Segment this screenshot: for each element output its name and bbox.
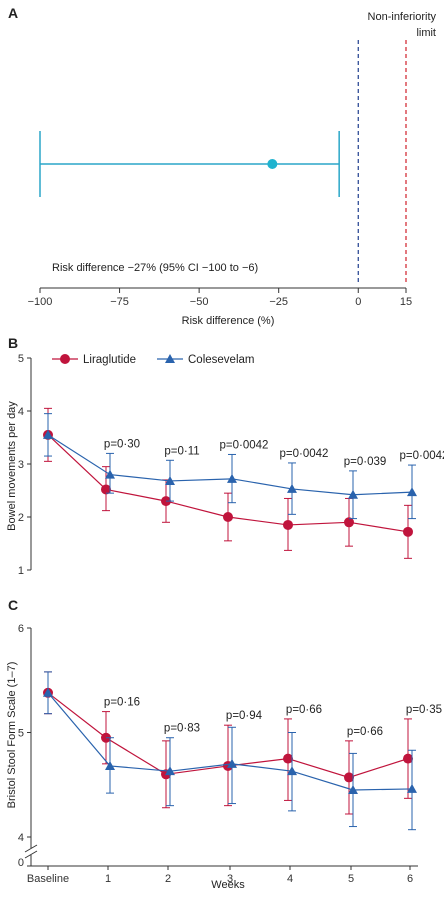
p-value-label: p=0·66 <box>286 704 322 716</box>
p-value-label: p=0·0042 <box>400 450 444 462</box>
p-value-label: p=0·30 <box>104 438 140 450</box>
axis-break-slash <box>24 850 38 859</box>
panel-a-x-ticks: −100 −75 −50 −25 0 15 <box>28 288 412 308</box>
panel-b-legend: Liraglutide Colesevelam <box>52 354 254 366</box>
data-point-colesevelam <box>407 783 417 793</box>
p-value-label: p=0·35 <box>406 704 442 716</box>
x-tick-label: −75 <box>110 296 129 308</box>
panel-c-p-values: p=0·16 p=0·83 p=0·94 p=0·66 p=0·66 p=0·35 <box>104 697 442 738</box>
risk-difference-point <box>267 159 278 169</box>
data-point-colesevelam <box>227 473 237 483</box>
data-point-colesevelam <box>105 469 115 479</box>
data-point-colesevelam <box>287 483 297 493</box>
p-value-label: p=0·66 <box>347 726 383 738</box>
x-tick-label: 0 <box>355 296 361 308</box>
x-tick-label: 2 <box>165 873 171 885</box>
p-value-label: p=0·039 <box>344 456 387 468</box>
data-point-colesevelam <box>227 758 237 768</box>
y-tick-label: 6 <box>18 623 24 635</box>
panel-c-y-ticks: 4 5 6 <box>18 623 31 844</box>
panel-b: B 1 2 3 4 5 Bowel movements per day Liraglut… <box>6 335 444 577</box>
p-value-label: p=0·94 <box>226 710 263 722</box>
panel-a-x-label: Risk difference (%) <box>182 315 275 327</box>
data-point-liraglutide <box>344 772 354 783</box>
panel-b-letter: B <box>8 335 18 351</box>
panel-c-x-label: Weeks <box>211 879 245 891</box>
data-point-colesevelam <box>43 429 53 439</box>
noninferiority-limit-label-line2: limit <box>416 27 436 39</box>
panel-b-y-ticks: 1 2 3 4 5 <box>18 353 31 577</box>
data-point-liraglutide <box>223 512 233 522</box>
data-point-colesevelam <box>105 760 115 770</box>
panel-a-letter: A <box>8 5 18 21</box>
x-tick-label: −100 <box>28 296 53 308</box>
p-value-label: p=0·0042 <box>220 439 269 451</box>
panel-c-axis-break: 0 <box>18 837 38 869</box>
data-point-liraglutide <box>403 526 413 537</box>
legend-colesevelam-marker <box>165 354 175 363</box>
x-tick-label: 15 <box>400 296 412 308</box>
x-tick-label: −25 <box>269 296 288 308</box>
panel-a: A Non-inferiority limit Risk difference … <box>8 5 436 327</box>
x-tick-label: 4 <box>287 873 293 885</box>
data-point-colesevelam <box>287 766 297 776</box>
noninferiority-limit-label-line1: Non-inferiority <box>368 11 437 23</box>
p-value-label: p=0·0042 <box>280 448 329 460</box>
data-point-colesevelam <box>43 687 53 697</box>
data-point-liraglutide <box>283 519 293 530</box>
y-tick-label-zero: 0 <box>18 857 24 869</box>
y-tick-label: 4 <box>18 832 24 844</box>
panel-b-series <box>43 407 417 559</box>
data-point-colesevelam <box>165 766 175 776</box>
panel-b-y-label: Bowel movements per day <box>6 401 18 531</box>
data-point-liraglutide <box>344 517 354 528</box>
legend-liraglutide-marker <box>60 354 70 364</box>
panel-c: C 0 4 5 6 Bristol Stool Form Scale (1–7) p… <box>6 597 442 891</box>
x-tick-label: 6 <box>407 873 413 885</box>
y-tick-label: 2 <box>18 512 24 524</box>
p-value-label: p=0·83 <box>164 723 200 735</box>
panel-b-p-values: p=0·30 p=0·11 p=0·0042 p=0·0042 p=0·039 p=0·0… <box>104 438 444 467</box>
p-value-label: p=0·16 <box>104 697 140 709</box>
x-tick-label: 1 <box>105 873 111 885</box>
p-value-label: p=0·11 <box>164 445 199 457</box>
risk-difference-annotation: Risk difference −27% (95% CI −100 to −6) <box>52 262 258 274</box>
legend-liraglutide-label: Liraglutide <box>83 354 136 366</box>
data-point-colesevelam <box>407 487 417 497</box>
axis-break-slash <box>24 844 38 853</box>
ci-interval <box>39 131 340 197</box>
data-point-liraglutide <box>403 753 413 764</box>
x-tick-label: 3 <box>227 873 233 885</box>
legend-colesevelam-label: Colesevelam <box>188 354 254 366</box>
y-tick-label: 5 <box>18 353 24 365</box>
x-tick-label: −50 <box>190 296 209 308</box>
panel-c-letter: C <box>8 597 18 613</box>
x-tick-label: Baseline <box>27 873 69 885</box>
y-tick-label: 4 <box>18 406 24 418</box>
panel-c-series <box>43 671 417 831</box>
y-tick-label: 3 <box>18 459 24 471</box>
data-point-colesevelam <box>348 784 358 794</box>
panel-c-y-label: Bristol Stool Form Scale (1–7) <box>6 662 18 809</box>
panel-c-x-ticks: Baseline 1 2 3 4 5 6 <box>27 866 413 885</box>
y-tick-label: 1 <box>18 565 24 577</box>
data-point-liraglutide <box>101 484 111 495</box>
y-tick-label: 5 <box>18 728 24 740</box>
data-point-colesevelam <box>165 475 175 485</box>
data-point-liraglutide <box>283 753 293 764</box>
data-point-colesevelam <box>348 489 358 499</box>
x-tick-label: 5 <box>348 873 354 885</box>
